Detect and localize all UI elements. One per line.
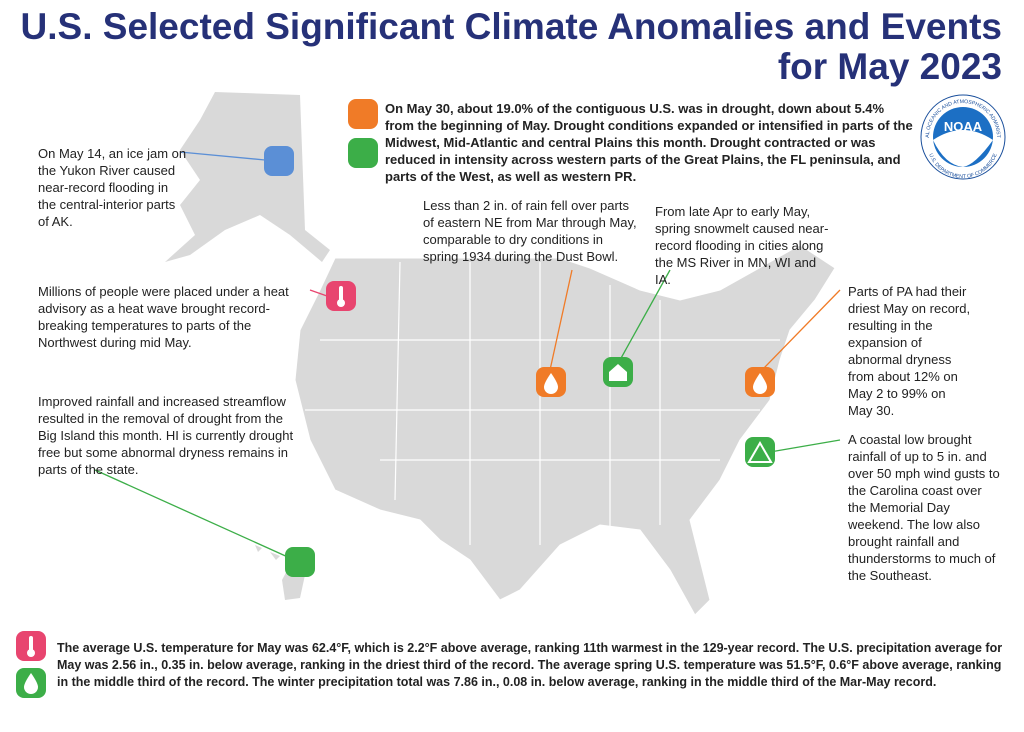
drought-icon bbox=[348, 99, 378, 129]
annotation: Millions of people were placed under a h… bbox=[38, 284, 289, 350]
icons bbox=[16, 99, 775, 698]
annotation: Less than 2 in. of rain fell over parts … bbox=[423, 198, 637, 264]
contiguous-us bbox=[294, 244, 836, 616]
alaska bbox=[165, 92, 330, 262]
state-lines bbox=[305, 261, 780, 545]
annotation: On May 14, an ice jam on the Yukon River… bbox=[38, 146, 187, 229]
warning-icon bbox=[745, 437, 775, 467]
title: for May 2023 bbox=[777, 46, 1002, 87]
annotation: From late Apr to early May, spring snowm… bbox=[655, 204, 829, 287]
annotation: Improved rainfall and increased streamfl… bbox=[38, 394, 294, 477]
title: U.S. Selected Significant Climate Anomal… bbox=[20, 6, 1002, 47]
drought-relief-icon bbox=[285, 547, 315, 577]
footer-summary: The average U.S. temperature for May was… bbox=[57, 641, 1003, 689]
hawaii bbox=[255, 545, 305, 600]
annotation: A coastal low brought rainfall of up to … bbox=[848, 432, 1000, 583]
logo-name: NOAA bbox=[944, 119, 983, 134]
annotation: Parts of PA had their driest May on reco… bbox=[848, 284, 971, 418]
leader-lines bbox=[94, 151, 841, 559]
drought-summary: On May 30, about 19.0% of the contiguous… bbox=[385, 101, 913, 184]
flood-icon bbox=[264, 146, 294, 176]
drought-relief-icon bbox=[348, 138, 378, 168]
